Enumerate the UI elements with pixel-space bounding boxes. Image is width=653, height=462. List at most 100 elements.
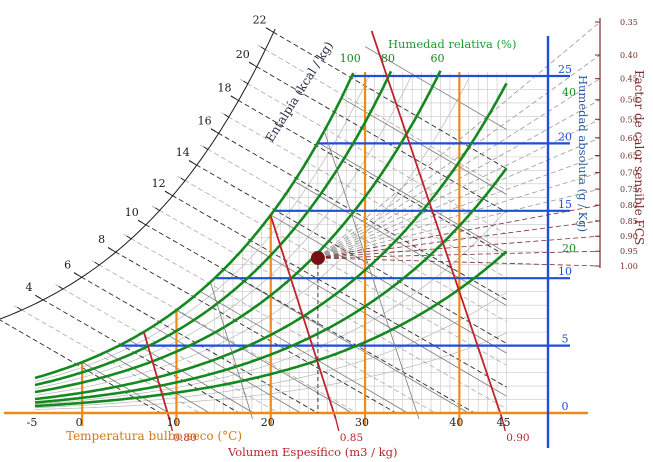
wet-bulb-line bbox=[317, 142, 507, 254]
shf-tick-label: 0.60 bbox=[620, 134, 638, 143]
shf-tick-label: 0.40 bbox=[620, 51, 638, 60]
absolute-humidity-tick-label: 15 bbox=[558, 198, 572, 211]
enthalpy-tick-label: 10 bbox=[125, 206, 139, 219]
enthalpy-line bbox=[230, 95, 507, 257]
enthalpy-line bbox=[200, 144, 507, 322]
enthalpy-line bbox=[248, 61, 507, 213]
enthalpy-tick-label: 6 bbox=[64, 258, 71, 271]
absolute-humidity-tick-label: 10 bbox=[558, 265, 572, 278]
shf-tick-label: 0.95 bbox=[620, 247, 638, 256]
specific-volume-label: 0.80 bbox=[173, 432, 196, 444]
enthalpy-line bbox=[107, 247, 397, 414]
shf-line bbox=[317, 250, 601, 259]
specific-volume-line bbox=[142, 331, 171, 420]
enthalpy-tick bbox=[35, 294, 44, 301]
enthalpy-line bbox=[123, 234, 436, 414]
relative-humidity-axis-label: Humedad relativa (%) bbox=[388, 37, 516, 51]
dry-bulb-gridlines bbox=[81, 71, 461, 426]
enthalpy-tick-label: 12 bbox=[152, 177, 166, 190]
dry-bulb-tick-label: 45 bbox=[497, 416, 511, 429]
shf-tick-label: 0.65 bbox=[620, 151, 638, 160]
enthalpy-line bbox=[265, 27, 507, 170]
absolute-humidity-axis-label: Humedad absoluta (g / Kg) bbox=[576, 75, 590, 232]
specific-volume-leader bbox=[335, 418, 340, 432]
shf-tick-label: 0.75 bbox=[620, 185, 638, 194]
enthalpy-tick bbox=[230, 95, 239, 101]
enthalpy-line bbox=[35, 295, 240, 414]
enthalpy-tick-label: 22 bbox=[253, 13, 267, 26]
shf-tick-label: 0.35 bbox=[620, 18, 638, 27]
rh-curve bbox=[34, 72, 355, 380]
enthalpy-line bbox=[55, 284, 279, 414]
rh-curve bbox=[34, 250, 508, 408]
enthalpy-tick bbox=[224, 114, 229, 118]
shf-tick-label: 0.70 bbox=[620, 169, 638, 178]
enthalpy-tick bbox=[164, 190, 173, 197]
wet-bulb-line bbox=[294, 180, 507, 306]
wet-bulb-line bbox=[176, 309, 353, 414]
enthalpy-line bbox=[164, 190, 507, 388]
enthalpy-tick-label: 16 bbox=[198, 114, 212, 127]
enthalpy-tick bbox=[73, 272, 82, 278]
wet-bulb-line bbox=[105, 351, 210, 414]
wet-bulb-label: 40 bbox=[562, 86, 576, 99]
enthalpy-line bbox=[138, 220, 475, 414]
rh-curve bbox=[34, 167, 508, 404]
specific-volume-line bbox=[323, 130, 420, 420]
enthalpy-tick bbox=[94, 262, 100, 266]
specific-volume-label: 0.90 bbox=[506, 432, 529, 444]
wet-bulb-line bbox=[341, 97, 507, 195]
shf-tick-label: 0.50 bbox=[620, 96, 638, 105]
absolute-humidity-tick-label: 0 bbox=[562, 400, 569, 413]
specific-volume-line bbox=[209, 282, 253, 420]
enthalpy-line bbox=[257, 44, 507, 191]
dry-bulb-tick-label: 10 bbox=[166, 416, 180, 429]
dry-bulb-axis-label: Temperatura bulbo seco (°C) bbox=[66, 429, 242, 443]
rh-helper-curve bbox=[34, 74, 413, 389]
shf-line bbox=[317, 21, 601, 259]
absolute-humidity-gridlines bbox=[119, 74, 570, 347]
enthalpy-tick-label: 8 bbox=[98, 233, 105, 246]
enthalpy-tick-label: 14 bbox=[176, 146, 190, 159]
specific-volume-axis-label: Volumen Espesífico (m3 / kg) bbox=[227, 445, 397, 459]
wet-bulb-lines bbox=[81, 46, 507, 414]
shf-tick-label: 0.55 bbox=[620, 115, 638, 124]
rh-curve-label: 60 bbox=[430, 52, 444, 65]
wet-bulb-label: 20 bbox=[562, 242, 576, 255]
absolute-humidity-tick-label: 20 bbox=[558, 130, 572, 143]
absolute-humidity-tick-label: 5 bbox=[562, 333, 569, 346]
dry-bulb-tick-label: -5 bbox=[27, 416, 38, 429]
wet-bulb-line bbox=[223, 269, 469, 414]
enthalpy-tick bbox=[180, 177, 186, 182]
enthalpy-tick bbox=[155, 207, 160, 211]
absolute-humidity-tick-label: 25 bbox=[558, 63, 572, 76]
enthalpy-tick bbox=[265, 27, 274, 33]
wet-bulb-line bbox=[270, 214, 507, 354]
rh-curve bbox=[34, 82, 508, 401]
shf-line bbox=[317, 235, 601, 259]
reference-point-marker bbox=[310, 250, 325, 265]
enthalpy-tick bbox=[17, 307, 22, 311]
shf-line bbox=[317, 257, 601, 267]
enthalpy-tick bbox=[260, 46, 266, 51]
enthalpy-tick bbox=[203, 146, 209, 150]
enthalpy-tick bbox=[126, 235, 132, 240]
dry-bulb-tick-label: 30 bbox=[355, 416, 369, 429]
enthalpy-line bbox=[188, 160, 507, 344]
shf-tick-label: 0.85 bbox=[620, 217, 638, 226]
enthalpy-tick-label: 20 bbox=[236, 48, 250, 61]
specific-volume-leader bbox=[168, 418, 174, 432]
specific-volume-lines: 0.80 0.85 0.90 bbox=[142, 30, 530, 444]
enthalpy-tick bbox=[210, 128, 219, 134]
wet-bulb-line bbox=[246, 243, 507, 397]
reference-point bbox=[310, 250, 325, 413]
enthalpy-tick bbox=[248, 61, 257, 68]
specific-volume-line bbox=[269, 214, 337, 420]
wet-bulb-line bbox=[199, 290, 408, 414]
dry-bulb-tick-label: 40 bbox=[449, 416, 463, 429]
rh-curve-label: 80 bbox=[381, 52, 395, 65]
enthalpy-line bbox=[151, 205, 507, 410]
enthalpy-tick bbox=[107, 247, 116, 253]
enthalpy-lines: 246810121416182022 bbox=[0, 13, 507, 414]
